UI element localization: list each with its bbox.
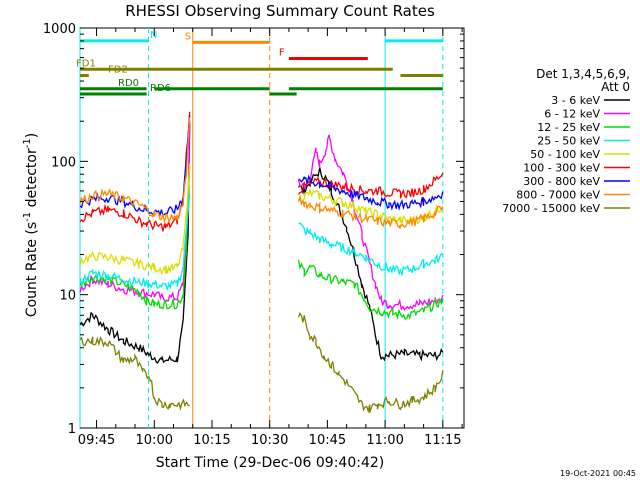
series-line-2 [79,165,444,320]
footer-date: 19-Oct-2021 00:45 [560,469,636,478]
series-line-1 [79,120,444,312]
legend-label-5: 100 - 300 keV [523,162,600,175]
y-tick-label-3: 1000 [43,22,76,37]
axes: 09:45 10:00 10:15 10:30 10:45 11:00 11:15 1 10 10… [43,22,464,448]
x-tick-label-2: 10:15 [193,433,230,448]
legend-header-line1: Det 1,3,4,5,6,9, [536,67,630,81]
x-axis-label: Start Time (29-Dec-06 09:40:42) [156,455,384,471]
legend-label-4: 50 - 100 keV [530,148,600,161]
status-bar-label-0: N [150,30,157,41]
x-tick-label-4: 10:45 [309,433,346,448]
x-tick-label-3: 10:30 [251,433,288,448]
series-line-8 [79,311,444,414]
x-tick-label-0: 09:45 [78,433,115,448]
series-lines [79,111,444,414]
x-tick-label-5: 11:00 [366,433,403,448]
y-tick-label-1: 10 [59,289,76,304]
series-line-7 [79,116,444,230]
x-tick-label-6: 11:15 [424,433,461,448]
legend-label-7: 800 - 7000 keV [516,189,600,202]
y-axis-label: Count Rate (s-1 detector-1) [22,133,40,317]
status-bar-label-1: S [185,31,191,42]
legend-header-line2: Att 0 [601,80,630,94]
chart-title: RHESSI Observing Summary Count Rates [125,2,435,20]
status-bar-label-5: RD0 [118,78,139,89]
status-bars: N S F FD1 FD2 RD0 RD6 [76,30,443,96]
status-bar-label-4: FD2 [108,65,128,76]
status-bar-label-3: FD1 [76,58,96,69]
status-bar-label-2: F [279,48,285,59]
series-line-4 [79,163,444,275]
x-tick-label-1: 10:00 [136,433,173,448]
series-line-3 [79,194,444,291]
series-line-6 [79,115,444,218]
y-tick-label-2: 100 [51,155,76,170]
legend-label-0: 3 - 6 keV [551,94,600,107]
y-tick-label-0: 1 [68,422,76,437]
legend-label-8: 7000 - 15000 keV [502,202,600,215]
legend-label-3: 25 - 50 keV [537,135,600,148]
legend-label-1: 6 - 12 keV [544,108,600,121]
legend-label-6: 300 - 800 keV [523,175,600,188]
status-bar-label-6: RD6 [150,83,171,94]
legend-label-2: 12 - 25 keV [537,121,600,134]
series-line-5 [79,111,444,232]
series-line-0 [79,123,444,364]
